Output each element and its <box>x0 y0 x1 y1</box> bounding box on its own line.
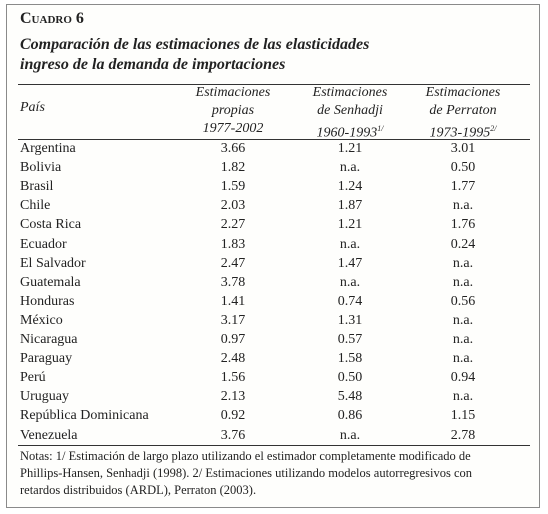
cell: 2.47 <box>220 255 246 271</box>
cell: 1.24 <box>337 179 363 195</box>
cell: 2.03 <box>220 198 246 214</box>
cell: n.a. <box>452 274 474 290</box>
row-label: Chile <box>20 198 51 214</box>
cell: 1.41 <box>220 293 246 309</box>
column-header: propias <box>211 103 255 118</box>
row-label: México <box>20 312 63 328</box>
column-header: Estimaciones <box>425 85 501 100</box>
cell: 1.82 <box>220 160 246 176</box>
row-label: Paraguay <box>20 351 73 367</box>
cell: n.a. <box>452 198 474 214</box>
cell: 2.78 <box>450 427 476 443</box>
superscript: 1/ <box>377 124 384 133</box>
column-header: Estimaciones <box>195 85 271 100</box>
cell: 0.74 <box>337 293 363 309</box>
cell: 1.59 <box>220 179 246 195</box>
row-label: Brasil <box>20 179 54 195</box>
superscript: 2/ <box>490 124 497 133</box>
top-rule <box>18 84 530 85</box>
row-label: Perú <box>20 370 46 386</box>
note: Notas: 1/ Estimación de largo plazo util… <box>20 449 471 463</box>
cell: 1.58 <box>337 351 363 367</box>
row-label: Uruguay <box>20 389 69 405</box>
row-label: Venezuela <box>20 427 78 443</box>
cell: 3.78 <box>220 274 246 290</box>
cell: 1.77 <box>450 179 476 195</box>
cell: n.a. <box>452 351 474 367</box>
column-header: 1977-2002 <box>202 121 264 136</box>
cell: 1.56 <box>220 370 246 386</box>
cell: 0.94 <box>450 370 476 386</box>
cell: 3.01 <box>450 141 476 156</box>
column-header: de Senhadji <box>317 103 383 118</box>
cell: 0.24 <box>450 236 476 252</box>
cell: n.a. <box>452 332 474 347</box>
row-label: República Dominicana <box>20 408 149 424</box>
column-header: Estimaciones <box>312 85 388 100</box>
cell: 0.56 <box>450 293 476 309</box>
cell: 1.87 <box>337 198 363 214</box>
cell: 3.66 <box>220 141 246 156</box>
cell: 3.17 <box>220 312 246 328</box>
note: Phillips-Hansen, Senhadji (1998). 2/ Est… <box>20 466 473 480</box>
row-label: Costa Rica <box>20 217 82 233</box>
row-label: Honduras <box>20 293 75 309</box>
cell: n.a. <box>339 274 361 290</box>
cell: n.a. <box>452 255 474 271</box>
column-header: 1960-19931/ <box>316 124 384 141</box>
cell: 2.27 <box>220 217 246 233</box>
cell: 2.48 <box>220 351 246 367</box>
cell: n.a. <box>452 389 474 405</box>
cell: 5.48 <box>337 389 363 405</box>
row-label: Bolivia <box>20 160 62 176</box>
cell: n.a. <box>452 312 474 328</box>
cell: 1.21 <box>337 141 363 156</box>
frame <box>6 4 540 508</box>
column-header: 1973-19952/ <box>429 124 497 141</box>
cell: 0.50 <box>337 370 363 386</box>
bottom-rule <box>18 445 530 446</box>
cell: 0.86 <box>337 408 363 424</box>
cell: 1.76 <box>450 217 476 233</box>
subtitle: Comparación de las estimaciones de las e… <box>20 36 370 53</box>
cell: 3.76 <box>220 427 246 443</box>
row-label: Nicaragua <box>20 332 78 347</box>
cell: 0.57 <box>337 332 363 347</box>
header-rule <box>18 139 530 140</box>
cell: 1.83 <box>220 236 246 252</box>
row-label: Argentina <box>20 141 76 156</box>
cell: n.a. <box>339 427 361 443</box>
row-label: Ecuador <box>20 236 67 252</box>
cell: 1.21 <box>337 217 363 233</box>
cell: n.a. <box>339 236 361 252</box>
column-header: País <box>20 100 45 115</box>
cell: 2.13 <box>220 389 246 405</box>
subtitle: ingreso de la demanda de importaciones <box>20 56 286 73</box>
table-title: Cuadro 6 <box>20 10 84 27</box>
cell: 0.92 <box>220 408 246 424</box>
row-label: El Salvador <box>20 255 86 271</box>
cell: n.a. <box>339 160 361 176</box>
note: retardos distribuidos (ARDL), Perraton (… <box>20 483 257 497</box>
row-label: Guatemala <box>20 274 81 290</box>
cell: 0.50 <box>450 160 476 176</box>
column-header: de Perraton <box>429 103 497 118</box>
cell: 1.47 <box>337 255 363 271</box>
cell: 1.31 <box>337 312 363 328</box>
cell: 1.15 <box>450 408 476 424</box>
cell: 0.97 <box>220 332 246 347</box>
